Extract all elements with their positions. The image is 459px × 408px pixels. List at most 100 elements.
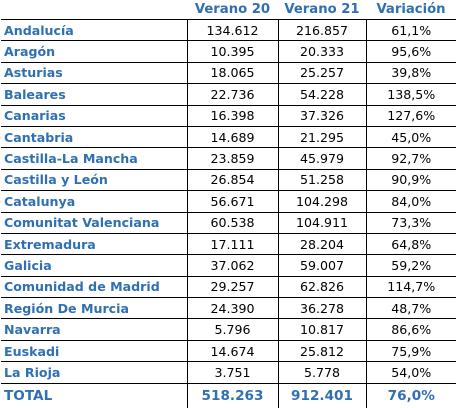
table-row: Castilla-La Mancha 23.859 45.979 92,7% [1, 147, 456, 170]
region-name-cell: Extremadura [1, 233, 187, 256]
verano-21-cell: 45.979 [277, 147, 366, 170]
table-row: Región De Murcia 24.390 36.278 48,7% [1, 297, 456, 320]
verano-21-cell: 104.911 [277, 212, 366, 234]
verano-21-cell: 36.278 [277, 297, 366, 320]
variacion-cell: 138,5% [365, 83, 456, 106]
variacion-cell: 73,3% [365, 212, 456, 234]
header-verano-20: Verano 20 [187, 0, 278, 20]
region-name-cell: Región De Murcia [1, 297, 187, 320]
verano-20-cell: 29.257 [186, 276, 278, 299]
verano-21-cell: 25.257 [277, 62, 366, 85]
table-footer: TOTAL 518.263 912.401 76,0% [1, 383, 456, 408]
verano-21-cell: 28.204 [277, 233, 366, 256]
verano-20-cell: 60.538 [186, 212, 278, 234]
region-name-cell: Galicia [1, 254, 187, 277]
header-variacion: Variación [366, 0, 456, 20]
region-name-cell: Canarias [1, 105, 187, 127]
verano-20-cell: 24.390 [186, 297, 278, 320]
verano-20-cell: 14.689 [186, 126, 278, 149]
verano-20-cell: 134.612 [186, 19, 278, 42]
header-verano-21: Verano 21 [278, 0, 366, 20]
table-row: Baleares 22.736 54.228 138,5% [1, 83, 456, 106]
verano-20-cell: 18.065 [186, 62, 278, 85]
verano-21-cell: 5.778 [277, 361, 366, 384]
verano-20-cell: 17.111 [186, 233, 278, 256]
verano-21-cell: 62.826 [277, 276, 366, 299]
variacion-cell: 61,1% [365, 19, 456, 42]
region-name-cell: Euskadi [1, 340, 187, 363]
variacion-cell: 39,8% [365, 62, 456, 85]
table-row: Comunitat Valenciana 60.538 104.911 73,3% [1, 212, 456, 234]
table-row: Canarias 16.398 37.326 127,6% [1, 105, 456, 127]
table-row: Andalucía 134.612 216.857 61,1% [1, 19, 456, 42]
variacion-cell: 59,2% [365, 254, 456, 277]
total-variacion: 76,0% [365, 383, 456, 408]
table-row: Asturias 18.065 25.257 39,8% [1, 62, 456, 85]
region-name-cell: La Rioja [1, 361, 187, 384]
variacion-cell: 86,6% [365, 318, 456, 341]
variacion-cell: 114,7% [365, 276, 456, 299]
verano-21-cell: 59.007 [277, 254, 366, 277]
verano-21-cell: 104.298 [277, 190, 366, 213]
region-name-cell: Comunidad de Madrid [1, 276, 187, 299]
verano-20-cell: 5.796 [186, 318, 278, 341]
region-name-cell: Castilla-La Mancha [1, 147, 187, 170]
verano-21-cell: 37.326 [277, 105, 366, 127]
table-row: La Rioja 3.751 5.778 54,0% [1, 361, 456, 384]
region-name-cell: Navarra [1, 318, 187, 341]
region-name-cell: Cantabria [1, 126, 187, 149]
table-header: Verano 20 Verano 21 Variación [1, 0, 456, 20]
region-name-cell: Catalunya [1, 190, 187, 213]
verano-20-cell: 37.062 [186, 254, 278, 277]
total-verano-20: 518.263 [186, 383, 278, 408]
verano-21-cell: 54.228 [277, 83, 366, 106]
variacion-cell: 54,0% [365, 361, 456, 384]
verano-21-cell: 10.817 [277, 318, 366, 341]
total-verano-21: 912.401 [277, 383, 366, 408]
verano-21-cell: 51.258 [277, 169, 366, 192]
verano-21-cell: 21.295 [277, 126, 366, 149]
variacion-cell: 48,7% [365, 297, 456, 320]
table-row: Aragón 10.395 20.333 95,6% [1, 40, 456, 63]
region-name-cell: Andalucía [1, 19, 187, 42]
table-body: Andalucía 134.612 216.857 61,1% Aragón 10.395… [1, 19, 456, 384]
verano-20-cell: 10.395 [186, 40, 278, 63]
region-name-cell: Asturias [1, 62, 187, 85]
variacion-cell: 64,8% [365, 233, 456, 256]
table-row: Castilla y León 26.854 51.258 90,9% [1, 169, 456, 192]
table-row: Comunidad de Madrid 29.257 62.826 114,7% [1, 276, 456, 299]
variacion-cell: 75,9% [365, 340, 456, 363]
variacion-cell: 95,6% [365, 40, 456, 63]
verano-21-cell: 25.812 [277, 340, 366, 363]
variacion-cell: 90,9% [365, 169, 456, 192]
region-name-cell: Comunitat Valenciana [1, 212, 187, 234]
variacion-cell: 127,6% [365, 105, 456, 127]
table-row: Galicia 37.062 59.007 59,2% [1, 254, 456, 277]
table-row: Extremadura 17.111 28.204 64,8% [1, 233, 456, 256]
table-row: Cantabria 14.689 21.295 45,0% [1, 126, 456, 149]
verano-20-cell: 14.674 [186, 340, 278, 363]
verano-20-cell: 3.751 [186, 361, 278, 384]
table-row: Catalunya 56.671 104.298 84,0% [1, 190, 456, 213]
region-name-cell: Baleares [1, 83, 187, 106]
region-name-cell: Aragón [1, 40, 187, 63]
verano-20-cell: 22.736 [186, 83, 278, 106]
variacion-cell: 84,0% [365, 190, 456, 213]
verano-20-cell: 26.854 [186, 169, 278, 192]
region-name-cell: Castilla y León [1, 169, 187, 192]
total-row: TOTAL 518.263 912.401 76,0% [1, 383, 456, 408]
variacion-cell: 45,0% [365, 126, 456, 149]
variacion-cell: 92,7% [365, 147, 456, 170]
table-row: Navarra 5.796 10.817 86,6% [1, 318, 456, 341]
header-region [1, 0, 187, 20]
total-label: TOTAL [4, 387, 53, 404]
header-row: Verano 20 Verano 21 Variación [1, 0, 456, 20]
table-row: Euskadi 14.674 25.812 75,9% [1, 340, 456, 363]
verano-21-cell: 216.857 [277, 19, 366, 42]
verano-20-cell: 16.398 [186, 105, 278, 127]
verano-21-cell: 20.333 [277, 40, 366, 63]
verano-20-cell: 56.671 [186, 190, 278, 213]
verano-20-cell: 23.859 [186, 147, 278, 170]
